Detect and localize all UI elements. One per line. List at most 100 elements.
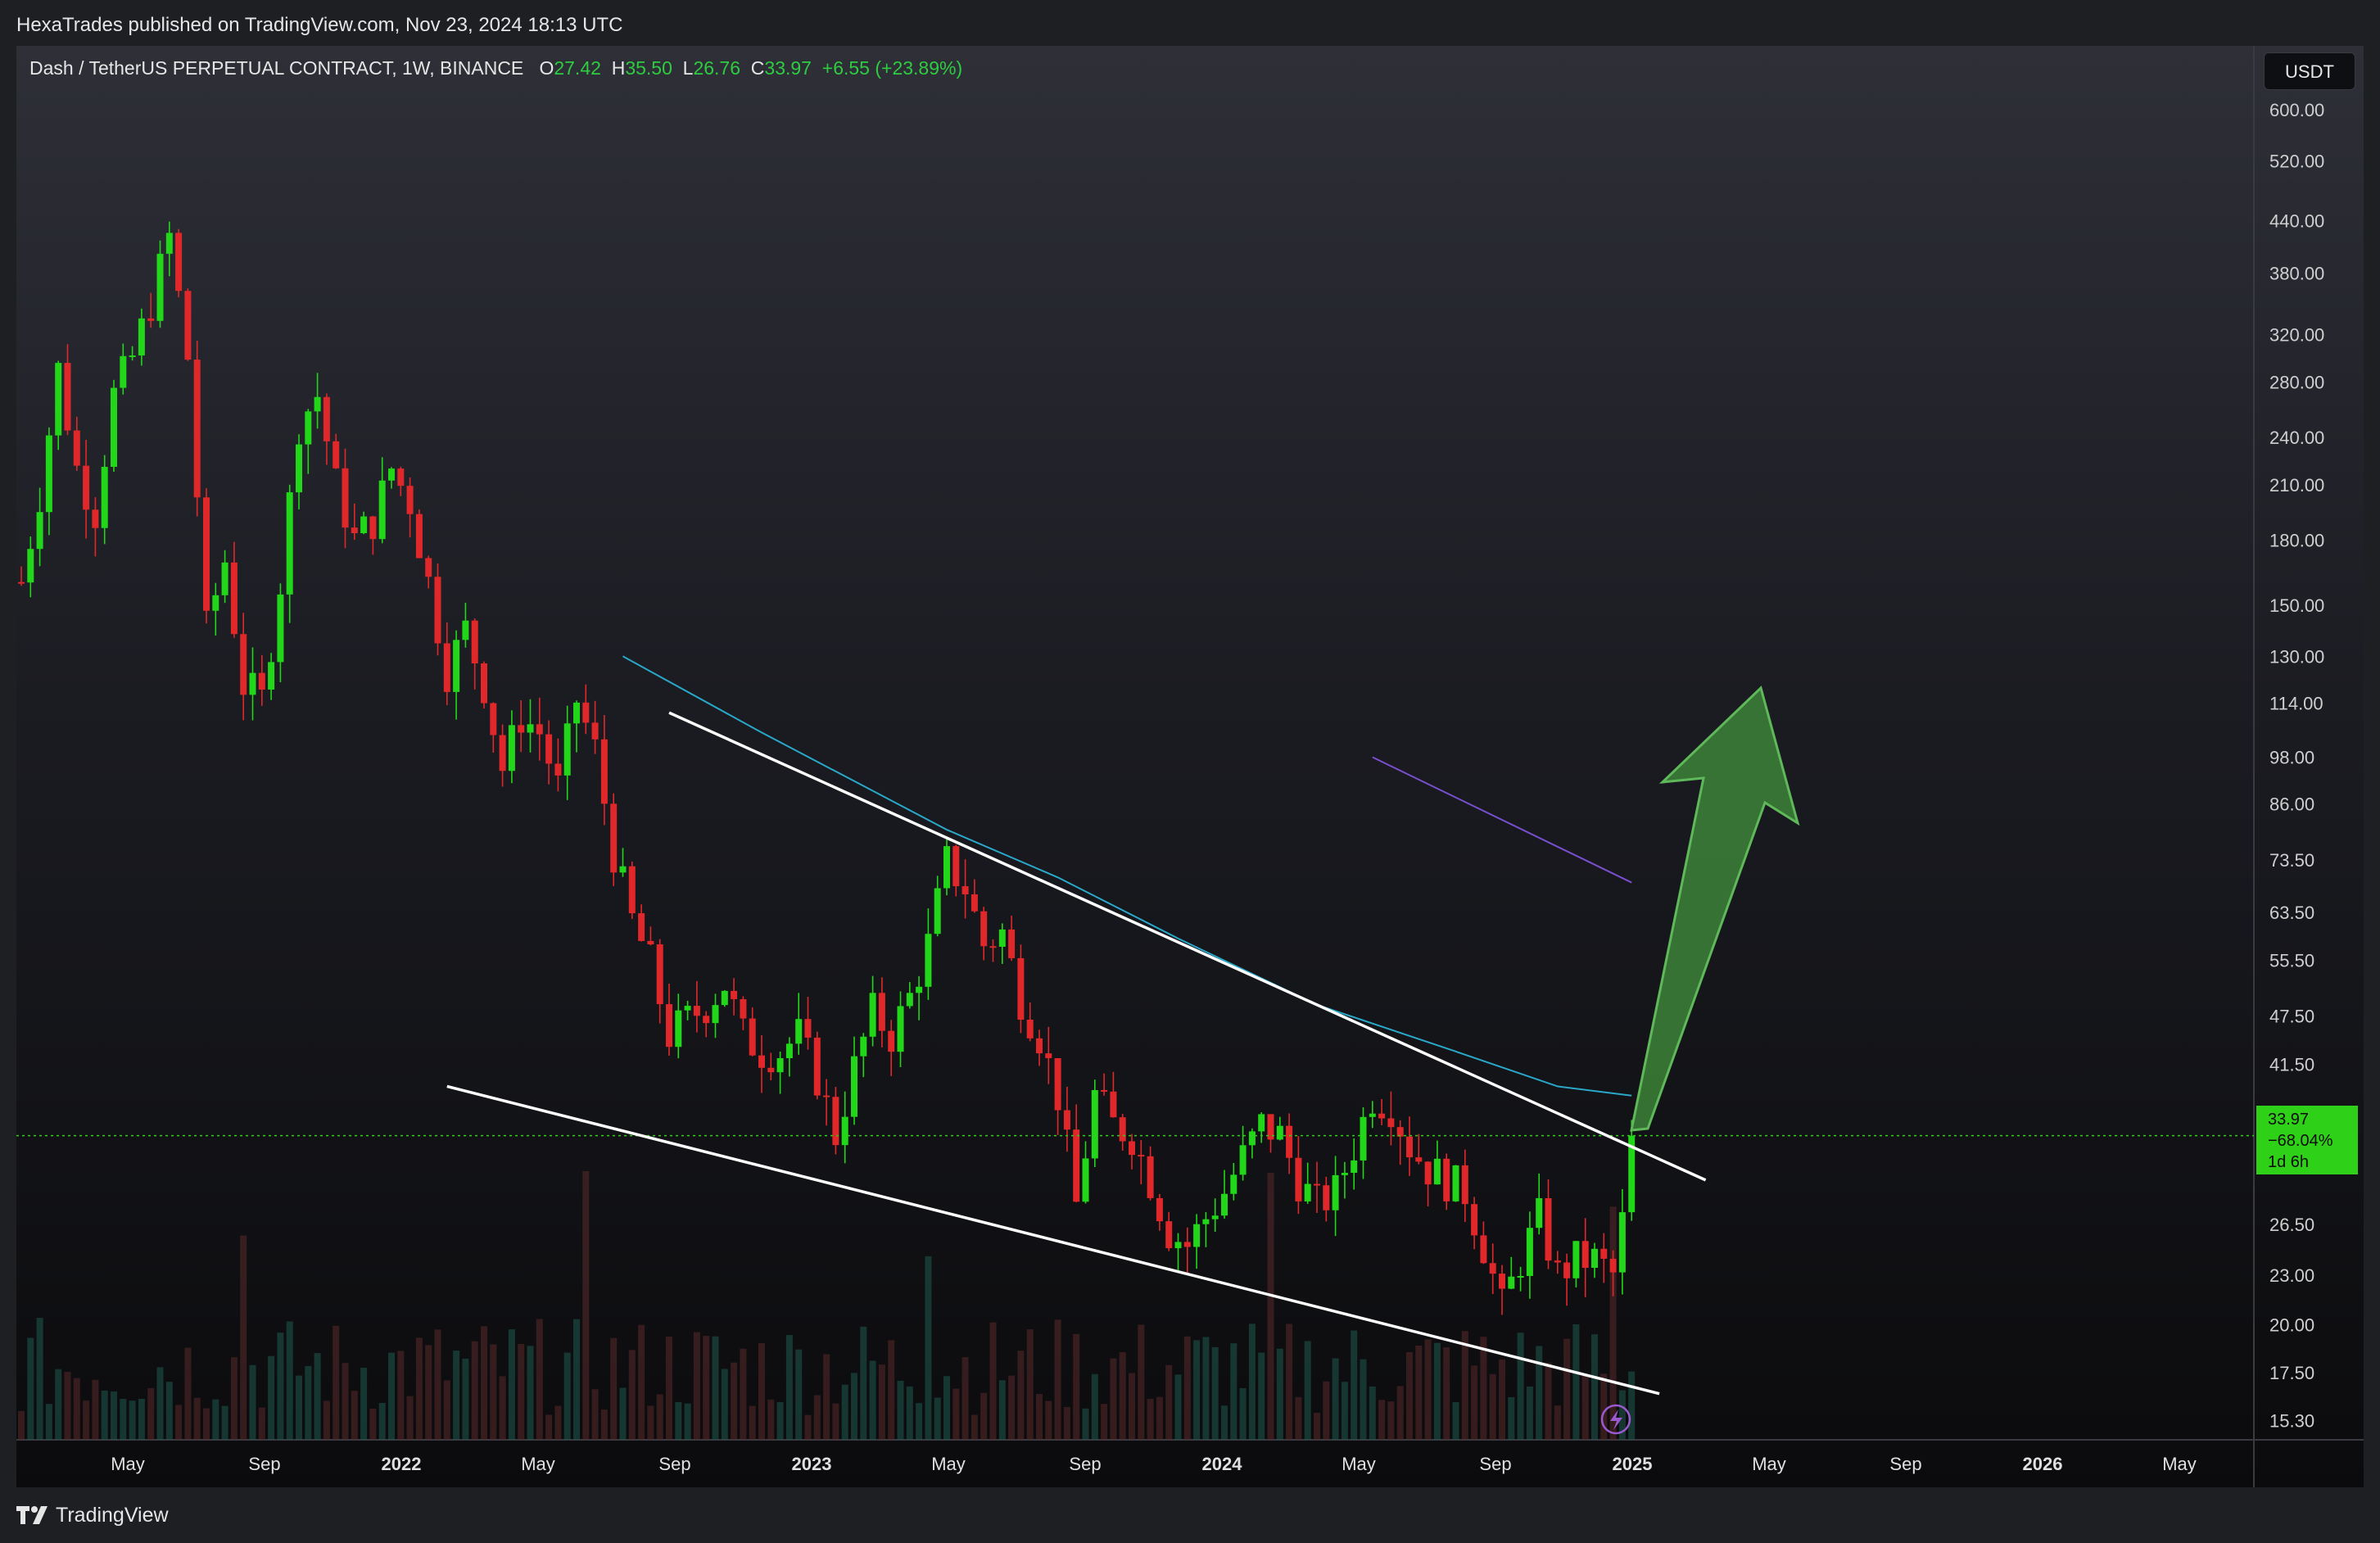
volume-bar — [83, 1400, 90, 1440]
candle-body — [804, 1019, 812, 1038]
volume-bar — [841, 1384, 848, 1440]
volume-bar — [434, 1329, 441, 1440]
candle-body — [443, 643, 450, 692]
candle-body — [18, 581, 25, 584]
candle-body — [1174, 1242, 1182, 1249]
candle-body — [785, 1043, 793, 1059]
volume-bar — [1239, 1387, 1247, 1440]
candle-body — [1110, 1091, 1117, 1118]
volume-bar — [573, 1319, 580, 1440]
volume-bar — [1147, 1398, 1154, 1440]
ohlc-legend: Dash / TetherUS PERPETUAL CONTRACT, 1W, … — [29, 57, 962, 79]
volume-bar — [1323, 1381, 1330, 1440]
candle-body — [1554, 1260, 1561, 1263]
candle-body — [1211, 1215, 1219, 1219]
candle-body — [286, 492, 293, 595]
volume-bar — [962, 1357, 969, 1440]
volume-bar — [1267, 1172, 1274, 1440]
publisher-header: HexaTrades published on TradingView.com,… — [0, 0, 2380, 49]
volume-bar — [776, 1401, 784, 1440]
volume-bar — [971, 1414, 978, 1440]
candle-body — [1267, 1114, 1274, 1140]
candle-body — [333, 441, 340, 468]
volume-bar — [1406, 1351, 1413, 1440]
chart-area[interactable] — [16, 46, 2364, 1487]
y-tick-label: 600.00 — [2269, 100, 2324, 120]
candle-body — [758, 1055, 765, 1068]
candle-body — [305, 411, 312, 445]
volume-bar — [1581, 1375, 1589, 1440]
volume-bar — [18, 1410, 25, 1440]
candle-body — [1581, 1241, 1589, 1269]
candle-body — [471, 620, 478, 663]
candle-body — [499, 735, 506, 772]
y-tick-label: 150.00 — [2269, 595, 2324, 616]
candle-body — [1461, 1165, 1468, 1205]
candle-body — [397, 468, 405, 486]
y-tick-label: 130.00 — [2269, 646, 2324, 667]
candle-body — [111, 387, 117, 468]
candle-body — [1063, 1110, 1070, 1130]
candle-body — [897, 1006, 904, 1052]
volume-bar — [823, 1354, 830, 1440]
symbol-name[interactable]: Dash / TetherUS PERPETUAL CONTRACT, 1W, … — [29, 57, 524, 79]
candle-body — [323, 396, 330, 441]
candle-body — [221, 562, 228, 595]
candle-body — [378, 480, 386, 540]
volume-bar — [462, 1358, 469, 1440]
volume-bar — [1165, 1364, 1173, 1440]
candle-body — [203, 497, 210, 611]
candle-body — [638, 913, 645, 941]
volume-bar — [591, 1389, 599, 1440]
candle-body — [175, 233, 183, 292]
volume-bar — [64, 1372, 71, 1440]
volume-bar — [1433, 1342, 1441, 1440]
y-tick-label: 98.00 — [2269, 748, 2314, 768]
volume-bar — [878, 1364, 885, 1440]
volume-bar — [175, 1405, 183, 1440]
candle-body — [860, 1036, 867, 1057]
candle-body — [1424, 1161, 1432, 1185]
volume-bar — [490, 1344, 497, 1440]
volume-bar — [1526, 1386, 1533, 1440]
volume-bar — [425, 1345, 432, 1440]
volume-bar — [785, 1335, 793, 1440]
y-tick-label: 440.00 — [2269, 210, 2324, 231]
volume-bar — [92, 1379, 99, 1440]
candle-body — [1045, 1053, 1052, 1059]
volume-bar — [980, 1392, 988, 1440]
candle-body — [1008, 929, 1016, 958]
y-tick-label: 280.00 — [2269, 373, 2324, 393]
volume-bar — [666, 1337, 672, 1440]
candle-body — [1138, 1155, 1145, 1157]
candle-body — [434, 577, 441, 644]
volume-bar — [628, 1350, 636, 1440]
open-label: O — [539, 57, 554, 79]
volume-bar — [481, 1326, 487, 1440]
currency-unit-button[interactable]: USDT — [2264, 52, 2355, 90]
volume-bar — [989, 1322, 997, 1440]
candle-body — [1091, 1089, 1098, 1159]
candle-body — [1471, 1204, 1478, 1236]
volume-bar — [851, 1373, 857, 1440]
candle-body — [1618, 1212, 1626, 1273]
candle-body — [1628, 1135, 1636, 1213]
tradingview-logo-icon — [16, 1506, 48, 1524]
x-tick-label: Sep — [1479, 1454, 1511, 1474]
volume-bar — [1489, 1373, 1496, 1440]
volume-bar — [1360, 1359, 1367, 1440]
candle-body — [92, 509, 99, 528]
volume-bar — [934, 1397, 941, 1440]
candle-body — [1101, 1089, 1108, 1092]
candle-body — [27, 549, 34, 583]
x-tick-label: May — [521, 1454, 555, 1474]
candle-body — [878, 993, 885, 1031]
y-tick-label: 15.30 — [2269, 1411, 2314, 1432]
candle-body — [1017, 957, 1025, 1020]
y-tick-label: 210.00 — [2269, 475, 2324, 495]
candle-body — [536, 724, 543, 735]
y-tick-label: 180.00 — [2269, 530, 2324, 550]
candle-body — [998, 929, 1006, 948]
open-value: 27.42 — [554, 57, 601, 79]
